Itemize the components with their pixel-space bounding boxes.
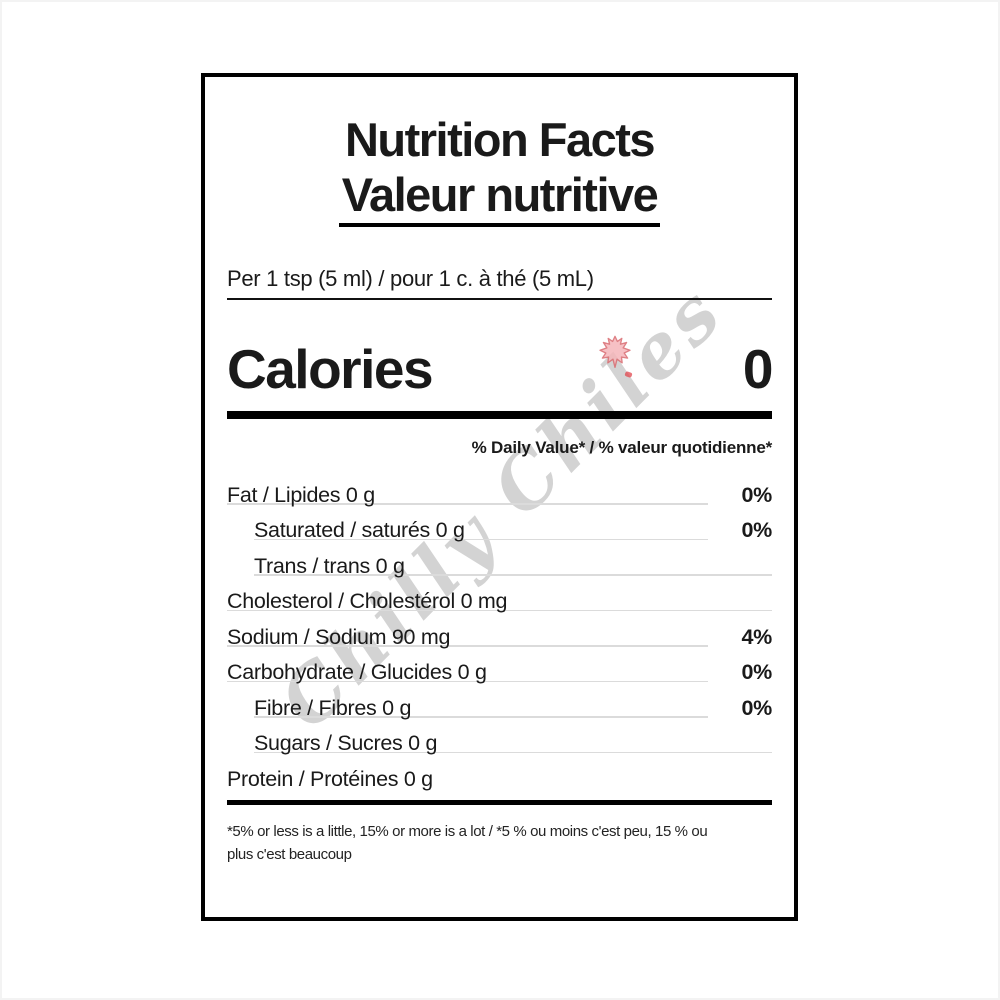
nutrient-row: Protein / Protéines 0 g	[227, 758, 772, 794]
nutrient-name: Cholesterol / Cholestérol 0 mg	[227, 589, 508, 614]
row-rule	[227, 645, 708, 647]
maple-leaf-icon	[598, 334, 632, 370]
nutrient-percent: 0%	[741, 660, 773, 685]
footnote: *5% or less is a little, 15% or more is …	[227, 820, 772, 866]
nutrient-percent: 0%	[741, 482, 773, 507]
row-rule	[227, 503, 708, 505]
serving-size-statement: Per 1 tsp (5 ml) / pour 1 c. à thé (5 mL…	[227, 266, 772, 300]
nutrient-percent: 4%	[741, 624, 773, 649]
row-rule	[254, 751, 772, 753]
nutrient-row: Sugars / Sucres 0 g	[227, 723, 772, 759]
row-rule	[227, 680, 708, 682]
calories-value: 0	[742, 338, 774, 400]
row-rule	[254, 574, 772, 576]
row-rule	[254, 716, 708, 718]
thick-separator-bar	[227, 411, 772, 419]
title-english: Nutrition Facts	[344, 113, 656, 166]
footnote-line-2: plus c'est beaucoup	[227, 845, 352, 863]
bottom-separator-bar	[227, 799, 772, 805]
daily-value-header: % Daily Value* / % valeur quotidienne*	[471, 438, 773, 457]
nutrient-row: Fat / Lipides 0 g 0%	[227, 474, 772, 510]
nutrient-percent: 0%	[741, 518, 773, 543]
nutrient-name: Sodium / Sodium 90 mg	[227, 624, 451, 649]
nutrient-row: Saturated / saturés 0 g 0%	[227, 510, 772, 546]
nutrient-name: Trans / trans 0 g	[254, 553, 405, 578]
nutrient-name: Carbohydrate / Glucides 0 g	[227, 660, 487, 685]
calories-row: Calories 0	[227, 338, 774, 400]
calories-label: Calories	[227, 338, 434, 400]
nutrition-facts-label: Nutrition Facts Valeur nutritive Per 1 t…	[201, 73, 798, 921]
nutrient-row: Fibre / Fibres 0 g 0%	[227, 687, 772, 723]
nutrient-row: Carbohydrate / Glucides 0 g 0%	[227, 652, 772, 688]
nutrient-name: Sugars / Sucres 0 g	[254, 731, 438, 756]
title-french-wrap: Valeur nutritive	[227, 168, 772, 237]
nutrient-name: Fat / Lipides 0 g	[227, 482, 375, 507]
title-french: Valeur nutritive	[338, 168, 661, 227]
nutrient-name: Fibre / Fibres 0 g	[254, 695, 412, 720]
row-rule	[254, 538, 708, 540]
nutrient-row: Cholesterol / Cholestérol 0 mg	[227, 581, 772, 617]
footnote-line-1: *5% or less is a little, 15% or more is …	[227, 822, 708, 840]
nutrient-name: Saturated / saturés 0 g	[254, 518, 465, 543]
nutrient-row: Trans / trans 0 g	[227, 545, 772, 581]
nutrient-percent: 0%	[741, 695, 773, 720]
row-rule	[227, 609, 772, 611]
nutrient-row: Sodium / Sodium 90 mg 4%	[227, 616, 772, 652]
nutrient-name: Protein / Protéines 0 g	[227, 766, 433, 791]
nutrient-rows: Fat / Lipides 0 g 0% Saturated / saturés 0…	[227, 474, 772, 794]
